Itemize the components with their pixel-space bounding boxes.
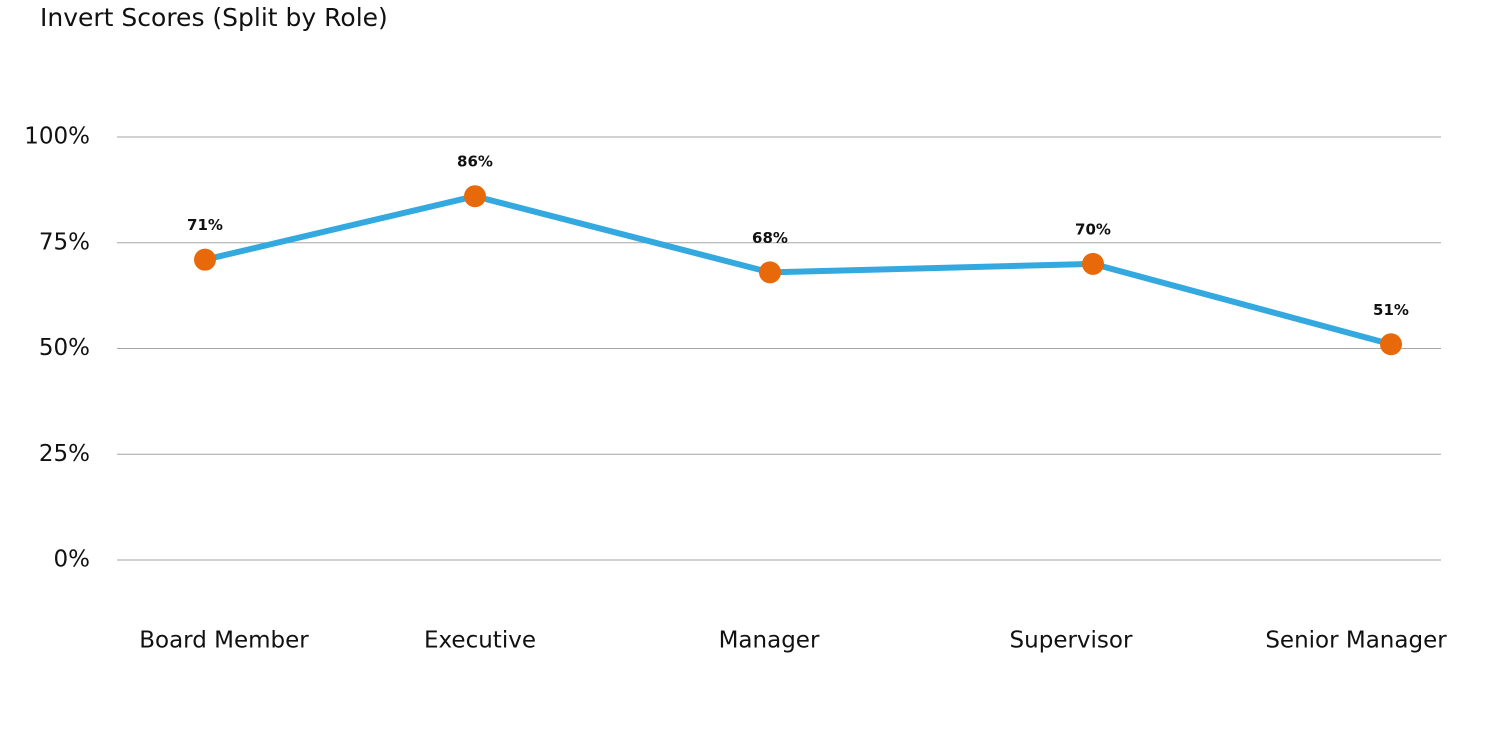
y-tick-label: 50% xyxy=(39,335,90,361)
x-tick-label: Executive xyxy=(424,628,536,654)
data-point xyxy=(759,261,781,284)
chart-title: Invert Scores (Split by Role) xyxy=(40,3,388,32)
y-tick-label: 75% xyxy=(39,229,90,255)
data-label: 86% xyxy=(457,153,493,171)
data-line xyxy=(204,193,1392,348)
data-point xyxy=(1380,333,1402,356)
data-label: 71% xyxy=(187,216,223,234)
data-point xyxy=(464,185,486,208)
data-label: 51% xyxy=(1373,301,1409,319)
x-tick-label: Supervisor xyxy=(1010,628,1133,654)
x-tick-label: Manager xyxy=(719,628,820,654)
x-tick-label: Senior Manager xyxy=(1265,628,1447,654)
data-point xyxy=(1082,252,1104,275)
y-tick-label: 0% xyxy=(54,547,91,573)
y-tick-label: 25% xyxy=(39,441,90,467)
y-tick-label: 100% xyxy=(24,124,90,150)
x-tick-label: Board Member xyxy=(139,628,309,654)
data-point xyxy=(194,248,216,271)
data-label: 70% xyxy=(1075,220,1111,238)
data-label: 68% xyxy=(752,229,788,247)
